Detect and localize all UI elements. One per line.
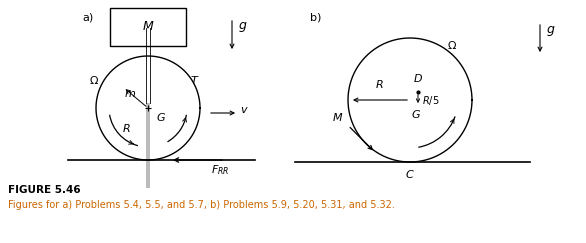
Text: $\Omega$: $\Omega$ — [89, 74, 99, 86]
Text: $g$: $g$ — [546, 24, 556, 38]
Text: $\Omega$: $\Omega$ — [447, 39, 457, 51]
Text: Figures for a) Problems 5.4, 5.5, and 5.7, b) Problems 5.9, 5.20, 5.31, and 5.32: Figures for a) Problems 5.4, 5.5, and 5.… — [8, 200, 395, 210]
Text: $G$: $G$ — [156, 111, 166, 123]
Text: $T$: $T$ — [190, 74, 200, 86]
Text: $R$: $R$ — [374, 78, 383, 90]
Text: a): a) — [82, 12, 93, 22]
Text: $C$: $C$ — [405, 168, 415, 180]
Text: $D$: $D$ — [413, 72, 423, 84]
FancyBboxPatch shape — [146, 103, 150, 188]
Text: $G$: $G$ — [411, 108, 421, 120]
Text: $F_{RR}$: $F_{RR}$ — [211, 163, 229, 177]
Text: b): b) — [310, 12, 321, 22]
Text: $M$: $M$ — [332, 112, 344, 123]
Text: FIGURE 5.46: FIGURE 5.46 — [8, 185, 81, 195]
FancyBboxPatch shape — [110, 8, 186, 46]
Text: $m$: $m$ — [124, 89, 136, 99]
Text: $v$: $v$ — [240, 105, 248, 115]
Text: $R$: $R$ — [122, 122, 130, 134]
Text: $R/5$: $R/5$ — [422, 94, 440, 107]
Text: $g$: $g$ — [238, 20, 247, 34]
Text: $M$: $M$ — [142, 20, 154, 34]
